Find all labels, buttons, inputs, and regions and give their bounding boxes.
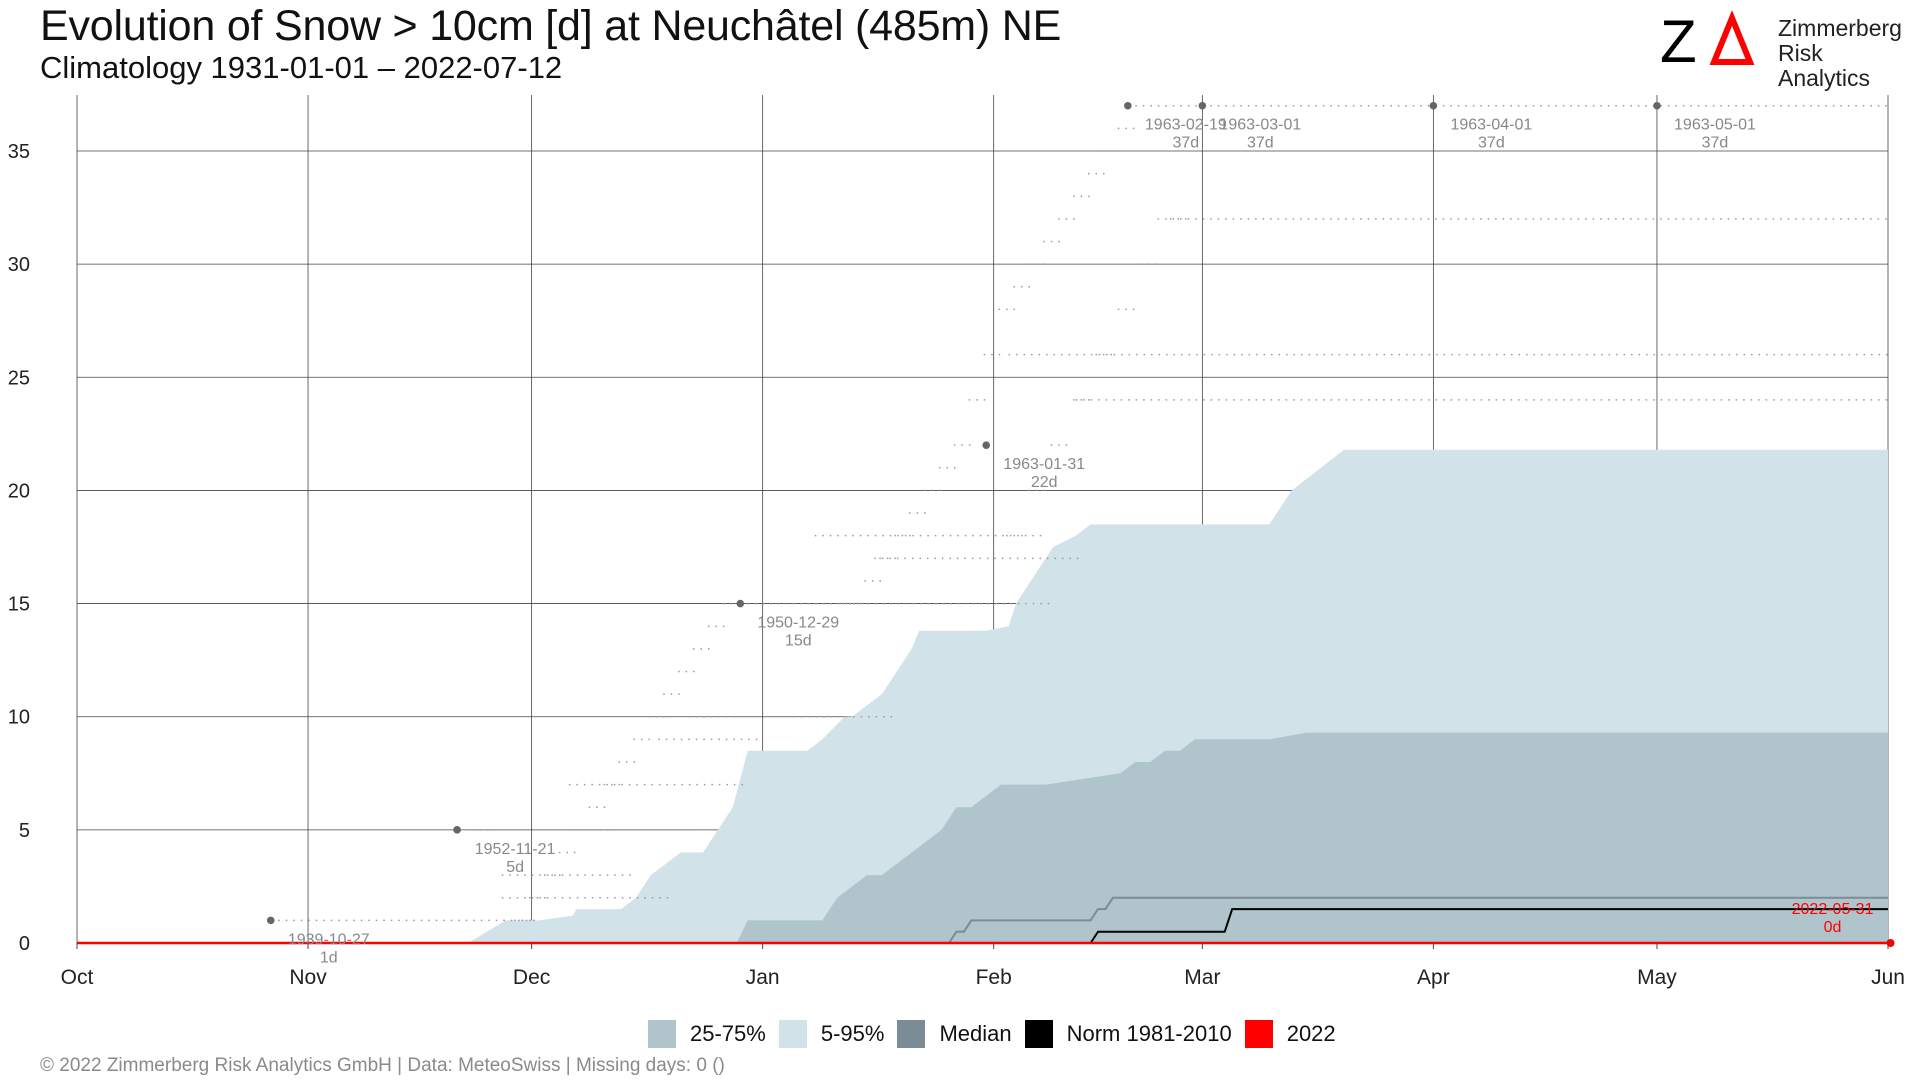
logo-line-1: Zimmerberg	[1778, 15, 1902, 41]
x-tick-label: Mar	[1184, 966, 1220, 989]
record-value-label: 5d	[506, 859, 524, 876]
record-value-label: 1d	[320, 949, 338, 966]
series-lines	[77, 896, 1888, 945]
legend-label: 2022	[1286, 1021, 1336, 1046]
legend-item: 25-75%	[648, 1020, 766, 1048]
x-tick-label: Apr	[1417, 966, 1450, 989]
legend-swatch	[648, 1020, 676, 1048]
axes: 0 5 10 15 20 25 30 35 Oct Nov Dec Jan Feb Mar Apr May Ju…	[8, 141, 1905, 989]
company-logo: Z Zimmerberg Risk Analytics	[1660, 10, 1910, 91]
svg-text:Z: Z	[1660, 10, 1697, 72]
series-line-median	[77, 896, 1888, 944]
record-value-label: 37d	[1702, 135, 1729, 152]
legend-swatch	[897, 1020, 926, 1048]
chart-subtitle: Climatology 1931-01-01 – 2022-07-12	[40, 50, 563, 85]
x-tick-label: Nov	[289, 966, 327, 989]
record-point	[1198, 101, 1207, 110]
record-point	[1124, 101, 1132, 110]
record-date-label: 1963-01-31	[1003, 456, 1085, 473]
record-value-label: 37d	[1247, 135, 1274, 152]
x-tick-label: Dec	[513, 966, 550, 989]
record-point	[1429, 101, 1438, 110]
logo-line-2: Risk Analytics	[1778, 40, 1871, 91]
current-point	[1886, 939, 1895, 947]
y-tick-label: 25	[8, 367, 30, 389]
legend-label: Norm 1981-2010	[1066, 1021, 1232, 1046]
chart-title: Evolution of Snow > 10cm [d] at Neuchâte…	[40, 2, 1062, 50]
y-tick-label: 0	[19, 933, 30, 955]
record-point	[266, 916, 275, 925]
footer-credit: © 2022 Zimmerberg Risk Analytics GmbH | …	[40, 1055, 725, 1076]
x-tick-label: Jan	[746, 966, 780, 989]
legend-label: 25-75%	[690, 1021, 766, 1046]
record-date-label: 1963-03-01	[1219, 117, 1301, 134]
chart-legend: 25-75% 5-95% Median Norm 1981-2010 2022	[648, 1018, 1349, 1050]
record-date-label: 1939-10-27	[288, 931, 370, 948]
record-value-label: 37d	[1478, 135, 1505, 152]
record-date-label: 1952-11-21	[475, 841, 556, 858]
record-value-label: 37d	[1172, 135, 1199, 152]
legend-swatch	[1024, 1020, 1053, 1048]
record-date-label: 1963-05-01	[1674, 117, 1756, 134]
y-tick-label: 15	[8, 594, 30, 616]
legend-item: 5-95%	[778, 1020, 885, 1048]
legend-item: Median	[897, 1020, 1012, 1048]
bands	[468, 449, 1888, 943]
record-point	[982, 441, 991, 449]
x-tick-label: Oct	[61, 966, 94, 989]
x-tick-label: May	[1637, 966, 1677, 989]
band-25-75-	[736, 732, 1888, 943]
y-tick-label: 35	[8, 141, 30, 163]
y-tick-label: 30	[8, 254, 30, 276]
legend-label: 5-95%	[820, 1021, 885, 1046]
y-tick-label: 5	[19, 820, 30, 842]
x-tick-label: Feb	[976, 966, 1012, 989]
y-tick-label: 10	[8, 707, 30, 729]
record-date-label: 1963-04-01	[1450, 117, 1532, 134]
record-value-label: 15d	[785, 633, 812, 650]
legend-swatch	[1244, 1020, 1273, 1048]
legend-swatch	[778, 1020, 807, 1048]
record-point	[453, 826, 461, 834]
legend-item: Norm 1981-2010	[1024, 1020, 1232, 1048]
za-logo-icon: Z	[1660, 10, 1755, 72]
record-date-label: 1950-12-29	[757, 615, 839, 632]
legend-label: Median	[939, 1021, 1012, 1046]
record-point	[1653, 101, 1661, 110]
record-value-label: 22d	[1031, 474, 1058, 491]
record-trails	[270, 104, 1888, 922]
x-tick-label: Jun	[1871, 966, 1905, 989]
record-date-label: 1963-02-19	[1145, 117, 1227, 134]
current-value-label: 0d	[1824, 919, 1842, 936]
current-date-label: 2022-05-31	[1792, 901, 1874, 918]
record-point	[736, 599, 745, 608]
y-tick-label: 20	[8, 480, 30, 502]
legend-item: 2022	[1244, 1020, 1336, 1048]
